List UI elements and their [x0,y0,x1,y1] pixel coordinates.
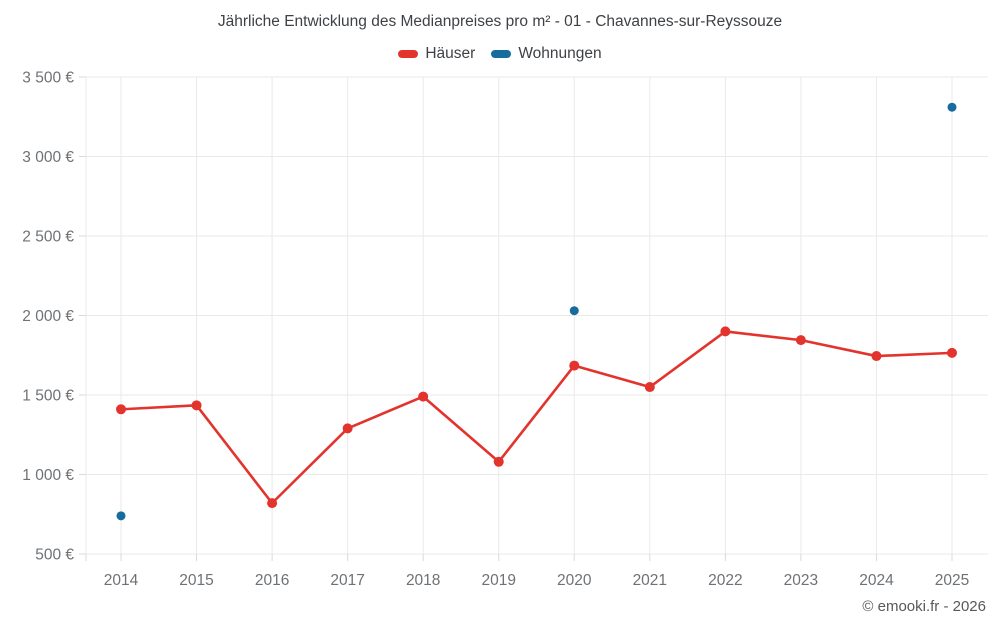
data-point-haeuser-2019[interactable] [493,456,504,467]
x-axis-label: 2024 [859,572,894,589]
data-point-haeuser-2014[interactable] [116,404,126,415]
data-point-haeuser-2015[interactable] [191,400,202,411]
legend-label-haeuser: Häuser [425,45,476,62]
data-point-wohnungen-2020[interactable] [569,306,579,316]
x-axis-label: 2020 [557,572,592,589]
x-axis-label: 2015 [179,572,213,589]
y-axis-label: 3 500 € [22,70,74,87]
gridlines [79,76,988,561]
x-axis-label: 2022 [708,572,742,589]
data-point-haeuser-2025[interactable] [947,347,957,358]
x-axis-label: 2014 [104,572,139,589]
y-axis-label: 3 000 € [22,149,74,166]
data-point-haeuser-2023[interactable] [795,335,806,346]
data-point-haeuser-2020[interactable] [569,360,580,371]
data-point-haeuser-2022[interactable] [720,326,731,337]
copyright-footer: © emooki.fr - 2026 [862,598,986,615]
y-axis-label: 1 000 € [22,467,74,484]
series-wohnungen [116,102,957,521]
y-axis-label: 2 500 € [22,229,74,246]
y-axis-label: 1 500 € [22,388,74,405]
data-point-wohnungen-2025[interactable] [947,102,957,112]
x-axis-labels: 2014 2015 2016 2017 2018 2019 2020 2021 2022 2023… [104,572,969,589]
data-point-haeuser-2021[interactable] [644,382,655,393]
series-haeuser [116,326,957,509]
y-axis-label: 500 € [35,547,74,564]
legend-label-wohnungen: Wohnungen [518,45,602,62]
x-axis-label: 2019 [481,572,515,589]
data-point-haeuser-2018[interactable] [418,391,429,402]
x-axis-label: 2016 [255,572,289,589]
x-axis-label: 2018 [406,572,440,589]
chart-title: Jährliche Entwicklung des Medianpreises … [217,13,783,30]
legend-item-wohnungen[interactable]: Wohnungen [491,45,602,63]
legend-swatch-haeuser [398,50,419,58]
legend-swatch-wohnungen [491,50,512,58]
x-axis-label: 2017 [330,572,364,589]
data-point-haeuser-2016[interactable] [267,498,278,509]
data-point-haeuser-2017[interactable] [342,423,353,434]
x-axis-label: 2025 [935,572,969,589]
x-axis-label: 2023 [784,572,818,589]
y-axis-label: 2 000 € [22,308,74,325]
legend: Häuser Wohnungen [0,45,1000,63]
data-point-haeuser-2024[interactable] [871,351,882,362]
series-line-haeuser [119,330,954,505]
legend-item-haeuser[interactable]: Häuser [398,45,475,63]
x-axis-label: 2021 [633,572,667,589]
y-axis-labels: 500 € 1 000 € 1 500 € 2 000 € 2 500 € 3 000 €… [22,70,74,564]
data-point-wohnungen-2014[interactable] [116,511,126,521]
